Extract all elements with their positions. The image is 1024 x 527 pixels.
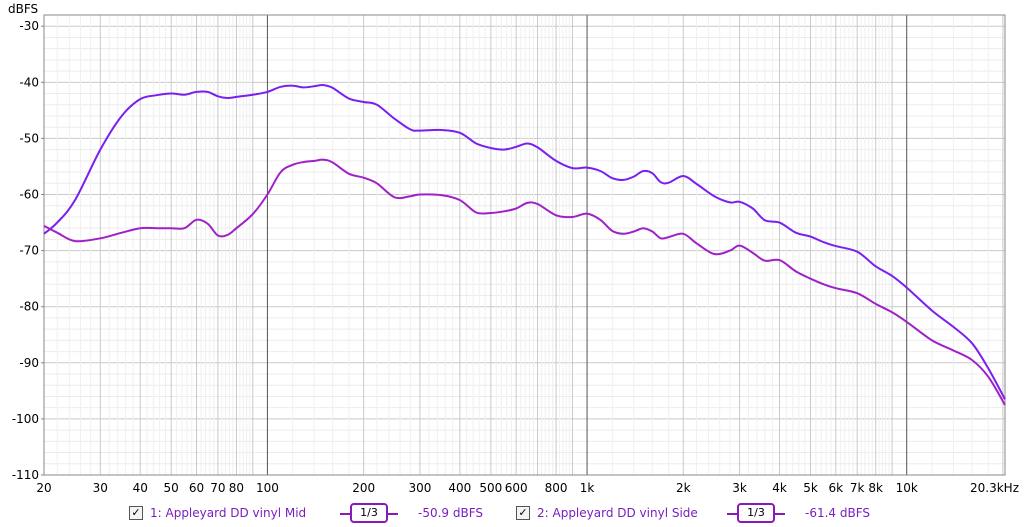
x-tick-label: 100	[256, 481, 279, 495]
x-tick-label: 600	[505, 481, 528, 495]
y-tick-label: -80	[19, 300, 39, 314]
series-2-level: -61.4 dBFS	[805, 506, 871, 520]
series-2-label: 2: Appleyard DD vinyl Side	[537, 506, 698, 520]
x-tick-label: 20	[36, 481, 51, 495]
x-tick-label: 80	[229, 481, 244, 495]
series-1-level: -50.9 dBFS	[418, 506, 484, 520]
x-tick-label: 200	[352, 481, 375, 495]
y-tick-label: -100	[12, 412, 39, 426]
x-tick-label: 50	[164, 481, 179, 495]
x-tick-label: 30	[93, 481, 108, 495]
x-tick-label: 8k	[868, 481, 883, 495]
y-tick-label: -90	[19, 356, 39, 370]
x-tick-label: 7k	[850, 481, 865, 495]
y-tick-label: -60	[19, 188, 39, 202]
y-tick-label: -110	[12, 468, 39, 482]
grid	[43, 14, 1005, 476]
series-1-label: 1: Appleyard DD vinyl Mid	[150, 506, 307, 520]
x-tick-label: 300	[408, 481, 431, 495]
series-1-checkbox[interactable]: ✓	[129, 506, 143, 520]
x-tick-label: 500	[479, 481, 502, 495]
y-tick-label: -40	[19, 75, 39, 89]
y-tick-label: -30	[19, 19, 39, 33]
x-tick-label: 5k	[803, 481, 818, 495]
series-2-checkbox[interactable]: ✓	[516, 506, 530, 520]
series-line-1	[43, 84, 1006, 400]
y-tick-label: -50	[19, 131, 39, 145]
x-tick-label: 6k	[829, 481, 844, 495]
y-axis-title: dBFS	[8, 2, 38, 16]
x-tick-label: 40	[133, 481, 148, 495]
series-line-2	[43, 158, 1006, 406]
x-tick-label: 400	[448, 481, 471, 495]
x-tick-label: 70	[210, 481, 225, 495]
x-tick-label: 20.3kHz	[970, 481, 1019, 495]
x-tick-label: 2k	[676, 481, 691, 495]
series-1-smoothing-button[interactable]: 1/3	[350, 503, 388, 523]
plot-area-border	[43, 14, 1006, 476]
x-tick-label: 1k	[580, 481, 595, 495]
series-2-smoothing-button[interactable]: 1/3	[737, 503, 775, 523]
x-tick-label: 10k	[896, 481, 918, 495]
x-tick-label: 4k	[772, 481, 787, 495]
x-tick-label: 800	[545, 481, 568, 495]
x-tick-label: 60	[189, 481, 204, 495]
y-tick-label: -70	[19, 244, 39, 258]
legend: ✓ 1: Appleyard DD vinyl Mid 1/3 -50.9 dB…	[0, 500, 1024, 524]
series-lines	[43, 84, 1006, 406]
x-tick-label: 3k	[732, 481, 747, 495]
